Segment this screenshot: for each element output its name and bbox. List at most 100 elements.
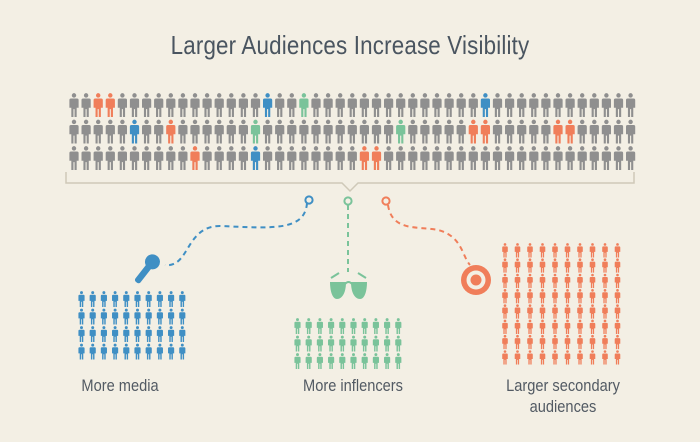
crowd-person xyxy=(214,93,224,117)
crowd-person xyxy=(613,146,624,170)
crowd-person-media xyxy=(129,119,140,144)
media-people-grid xyxy=(78,291,186,360)
influencers-person xyxy=(294,335,301,352)
label-more-influencers: More inflencers xyxy=(303,376,403,395)
crowd-person-influencer xyxy=(250,119,261,144)
crowd-person xyxy=(601,146,612,170)
secondary-person xyxy=(552,304,558,319)
media-person xyxy=(168,308,175,325)
secondary-person xyxy=(514,289,521,304)
secondary-person xyxy=(514,304,521,319)
crowd-person xyxy=(226,119,236,144)
crowd-person xyxy=(432,93,442,117)
influencers-person xyxy=(395,353,402,369)
crowd-person xyxy=(202,146,212,170)
media-person xyxy=(156,308,163,325)
influencers-person xyxy=(305,335,312,352)
secondary-person xyxy=(527,289,533,304)
crowd-person xyxy=(238,119,249,144)
crowd-person xyxy=(311,146,321,170)
secondary-person xyxy=(527,334,533,350)
crowd-person-media xyxy=(262,93,273,117)
crowd-person xyxy=(601,119,612,144)
influencers-person xyxy=(384,353,391,369)
crowd-person xyxy=(311,119,321,144)
crowd-person xyxy=(275,93,285,117)
secondary-person xyxy=(577,304,583,319)
crowd-person xyxy=(105,146,115,170)
crowd-person xyxy=(529,93,539,117)
secondary-person xyxy=(539,319,546,334)
crowd-person xyxy=(589,93,599,117)
influencers-person xyxy=(294,318,301,334)
media-person xyxy=(89,291,96,307)
crowd-person xyxy=(93,119,103,144)
secondary-person xyxy=(564,350,571,365)
secondary-person xyxy=(502,319,508,334)
secondary-person xyxy=(577,350,583,365)
media-person xyxy=(123,291,130,307)
influencers-person xyxy=(316,335,323,352)
media-person xyxy=(112,291,119,307)
crowd-person xyxy=(396,146,406,170)
secondary-person xyxy=(539,289,546,304)
crowd-person xyxy=(625,93,636,117)
crowd-person xyxy=(577,119,587,144)
secondary-person xyxy=(539,273,546,289)
crowd-person xyxy=(432,119,442,144)
media-person xyxy=(145,291,152,307)
crowd-person xyxy=(323,93,333,117)
secondary-person xyxy=(502,243,508,258)
crowd-person xyxy=(504,146,515,170)
crowd-person xyxy=(420,93,430,117)
influencers-person xyxy=(328,335,335,352)
crowd-person-influencer xyxy=(396,119,406,144)
crowd-person-secondary xyxy=(359,146,370,170)
media-person xyxy=(89,343,96,360)
influencers-person xyxy=(339,318,346,334)
crowd-person xyxy=(141,146,152,170)
crowd-person xyxy=(456,119,466,144)
crowd-person-secondary xyxy=(565,119,575,144)
secondary-person xyxy=(564,258,571,273)
media-person xyxy=(168,291,175,307)
secondary-person xyxy=(552,258,558,273)
crowd-person-media xyxy=(250,146,261,170)
crowd-person xyxy=(81,93,91,117)
secondary-person xyxy=(614,350,621,365)
media-connector xyxy=(164,195,314,267)
crowd-person xyxy=(565,93,575,117)
secondary-person xyxy=(527,304,533,319)
crowd-person xyxy=(371,119,382,144)
crowd-person xyxy=(613,93,624,117)
crowd-person xyxy=(432,146,442,170)
secondary-person xyxy=(602,319,608,334)
secondary-person xyxy=(577,289,583,304)
secondary-person xyxy=(502,350,508,365)
secondary-person xyxy=(514,273,521,289)
secondary-person xyxy=(552,319,558,334)
crowd-person xyxy=(141,119,152,144)
secondary-person xyxy=(552,350,558,365)
crowd-person xyxy=(577,93,587,117)
crowd-person xyxy=(323,146,333,170)
secondary-person xyxy=(502,273,508,289)
influencers-person xyxy=(372,335,379,352)
crowd-person xyxy=(129,146,140,170)
secondary-person xyxy=(527,273,533,289)
media-person xyxy=(145,308,152,325)
media-person xyxy=(112,326,119,342)
secondary-person xyxy=(539,304,546,319)
media-person xyxy=(89,308,96,325)
crowd-person xyxy=(105,119,115,144)
crowd-person xyxy=(577,146,587,170)
secondary-person xyxy=(527,350,533,365)
crowd-person xyxy=(166,146,176,170)
media-person xyxy=(168,326,175,342)
media-person xyxy=(78,308,85,325)
media-person xyxy=(100,308,107,325)
influencers-person xyxy=(339,353,346,369)
secondary-person xyxy=(614,304,621,319)
secondary-person xyxy=(589,319,596,334)
